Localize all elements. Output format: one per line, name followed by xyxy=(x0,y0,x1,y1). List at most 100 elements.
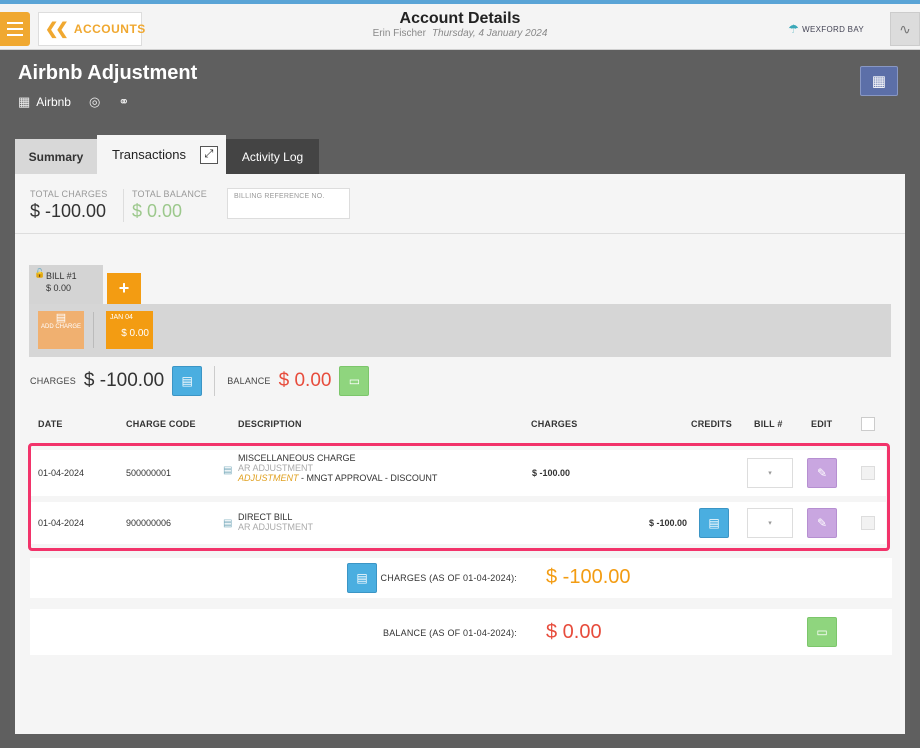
hamburger-icon xyxy=(7,22,23,24)
day-label: JAN 04 xyxy=(110,314,133,321)
tab-transactions[interactable]: Transactions ⤢ xyxy=(97,135,226,174)
row-date: 01-04-2024 xyxy=(38,468,85,478)
current-date: Thursday, 4 January 2024 xyxy=(431,28,548,39)
row-checkbox[interactable] xyxy=(861,466,875,480)
tab-summary[interactable]: Summary xyxy=(15,139,97,174)
account-meta: ▦ Airbnb ◎ ⚭ xyxy=(18,94,129,110)
day-strip: ▤ ADD CHARGE JAN 04 $ 0.00 xyxy=(29,304,891,357)
print-summary-button[interactable]: ▤ xyxy=(347,563,377,593)
brand-name: WEXFORD BAY xyxy=(802,24,864,34)
company-name: Airbnb xyxy=(36,95,71,109)
print-charges-button[interactable]: ▤ xyxy=(172,366,203,396)
charges-summary-box: ▤ CHARGES (AS OF 01-04-2024): $ -100.00 xyxy=(30,558,892,598)
col-edit: EDIT xyxy=(811,419,833,429)
palm-tree-icon: ☂ xyxy=(788,22,800,36)
day-card[interactable]: JAN 04 $ 0.00 xyxy=(106,311,153,349)
divider xyxy=(93,312,94,348)
wallet-icon: ▭ xyxy=(816,625,828,639)
billing-reference-input[interactable]: BILLING REFERENCE NO. xyxy=(227,188,350,219)
balance-value: $ 0.00 xyxy=(278,370,332,391)
desc-line2: AR ADJUSTMENT xyxy=(238,522,314,532)
desc-line2: AR ADJUSTMENT xyxy=(238,463,314,473)
activity-button[interactable]: ∿ xyxy=(890,12,920,46)
credit-receipt-button[interactable]: ▤ xyxy=(699,508,729,538)
balance-label: BALANCE xyxy=(227,376,271,386)
row-checkbox[interactable] xyxy=(861,516,875,530)
highlight-frame xyxy=(28,443,890,551)
total-balance-value: $ 0.00 xyxy=(132,201,183,221)
add-bill-button[interactable]: + xyxy=(107,273,141,304)
payment-button[interactable]: ▭ xyxy=(339,366,370,396)
total-balance: TOTAL BALANCE $ 0.00 xyxy=(123,189,207,222)
row-description: MISCELLANEOUS CHARGE AR ADJUSTMENT ADJUS… xyxy=(238,453,437,483)
pencil-icon: ✎ xyxy=(816,516,828,530)
col-date: DATE xyxy=(38,419,63,429)
table-row: 01-04-2024 500000001 ▤ MISCELLANEOUS CHA… xyxy=(30,450,886,496)
payment-summary-button[interactable]: ▭ xyxy=(807,617,837,647)
hamburger-menu-button[interactable] xyxy=(0,12,30,46)
bill-totals: CHARGES $ -100.00 ▤ BALANCE $ 0.00 ▭ xyxy=(30,365,370,397)
tab-activity-log[interactable]: Activity Log xyxy=(226,139,319,174)
bill-amount: $ 0.00 xyxy=(46,283,72,293)
col-description: DESCRIPTION xyxy=(238,419,302,429)
receipt-icon: ▤ xyxy=(708,516,720,530)
receipt-icon: ▤ xyxy=(55,312,67,324)
col-bill: BILL # xyxy=(754,419,783,429)
balance-as-of-label: BALANCE (AS OF 01-04-2024): xyxy=(383,628,517,638)
back-to-accounts-button[interactable]: ❮❮ ACCOUNTS xyxy=(38,12,145,46)
document-icon[interactable]: ▤ xyxy=(223,465,233,476)
account-name: Airbnb Adjustment xyxy=(18,62,198,84)
balance-summary-box: BALANCE (AS OF 01-04-2024): $ 0.00 ▭ xyxy=(30,609,892,655)
row-charges: $ -100.00 xyxy=(532,468,571,478)
row-date: 01-04-2024 xyxy=(38,518,85,528)
tab-transactions-label: Transactions xyxy=(112,147,186,162)
balance-as-of-value: $ 0.00 xyxy=(546,621,602,643)
edit-button[interactable]: ✎ xyxy=(807,508,837,538)
total-charges: TOTAL CHARGES $ -100.00 xyxy=(30,189,107,222)
bill-select[interactable]: ▾ xyxy=(747,458,793,488)
summary-row: TOTAL CHARGES $ -100.00 TOTAL BALANCE $ … xyxy=(15,174,905,234)
expand-icon[interactable]: ⤢ xyxy=(199,145,218,164)
globe-icon[interactable]: ◎ xyxy=(88,94,101,109)
col-charges: CHARGES xyxy=(531,419,578,429)
bill-select[interactable]: ▾ xyxy=(747,508,793,538)
col-charge-code: CHARGE CODE xyxy=(126,419,196,429)
desc-line3: ADJUSTMENT - MNGT APPROVAL - DISCOUNT xyxy=(238,473,437,483)
total-balance-label: TOTAL BALANCE xyxy=(132,189,207,199)
row-charge-code: 900000006 xyxy=(126,518,172,528)
receipt-icon: ▤ xyxy=(181,374,193,388)
double-chevron-left-icon: ❮❮ xyxy=(45,21,69,38)
edit-button[interactable]: ✎ xyxy=(807,458,837,488)
pencil-icon: ✎ xyxy=(816,466,828,480)
top-bar: ❮❮ ACCOUNTS Account Details Erin Fischer… xyxy=(0,0,920,50)
page-title: Account Details xyxy=(399,10,521,27)
row-description: DIRECT BILL AR ADJUSTMENT xyxy=(238,512,313,532)
building-icon: ▦ xyxy=(871,73,887,90)
desc-line1: MISCELLANEOUS CHARGE xyxy=(238,453,356,463)
document-icon[interactable]: ▤ xyxy=(223,518,233,529)
add-charge-label: ADD CHARGE xyxy=(40,324,81,330)
receipt-icon: ▤ xyxy=(356,571,368,585)
account-company: ▦ Airbnb xyxy=(18,94,71,110)
table-row: 01-04-2024 900000006 ▤ DIRECT BILL AR AD… xyxy=(30,502,886,544)
bill-name: BILL #1 xyxy=(46,271,77,281)
add-charge-button[interactable]: ▤ ADD CHARGE xyxy=(38,311,84,349)
page-subtitle: Erin Fischer Thursday, 4 January 2024 xyxy=(0,28,920,39)
charges-as-of-label: CHARGES (AS OF 01-04-2024): xyxy=(380,573,517,583)
lock-icon: 🔓 xyxy=(34,268,46,278)
transactions-panel: TOTAL CHARGES $ -100.00 TOTAL BALANCE $ … xyxy=(15,174,905,734)
adjustment-tag: ADJUSTMENT xyxy=(238,473,299,483)
adjustment-note: - MNGT APPROVAL - DISCOUNT xyxy=(298,473,438,483)
bill-tab-1[interactable]: 🔓 BILL #1 $ 0.00 xyxy=(29,265,103,305)
pulse-icon: ∿ xyxy=(899,20,911,37)
company-profile-button[interactable]: ▦ xyxy=(860,66,898,96)
charges-as-of-value: $ -100.00 xyxy=(546,566,631,588)
charges-value: $ -100.00 xyxy=(83,370,165,391)
user-name: Erin Fischer xyxy=(372,28,426,39)
wallet-icon: ▭ xyxy=(348,374,361,388)
venn-icon[interactable]: ⚭ xyxy=(118,94,130,109)
total-charges-label: TOTAL CHARGES xyxy=(30,189,108,199)
select-all-checkbox[interactable] xyxy=(861,417,875,431)
row-credits: $ -100.00 xyxy=(649,518,688,528)
row-charge-code: 500000001 xyxy=(126,468,172,478)
